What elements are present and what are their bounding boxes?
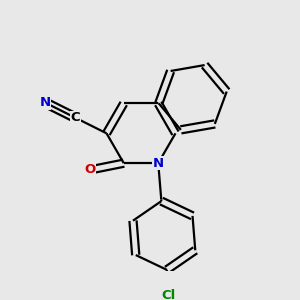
Text: O: O [84, 164, 96, 176]
Text: C: C [71, 111, 80, 124]
Text: N: N [153, 157, 164, 170]
Text: Cl: Cl [162, 289, 176, 300]
Text: N: N [39, 96, 50, 109]
